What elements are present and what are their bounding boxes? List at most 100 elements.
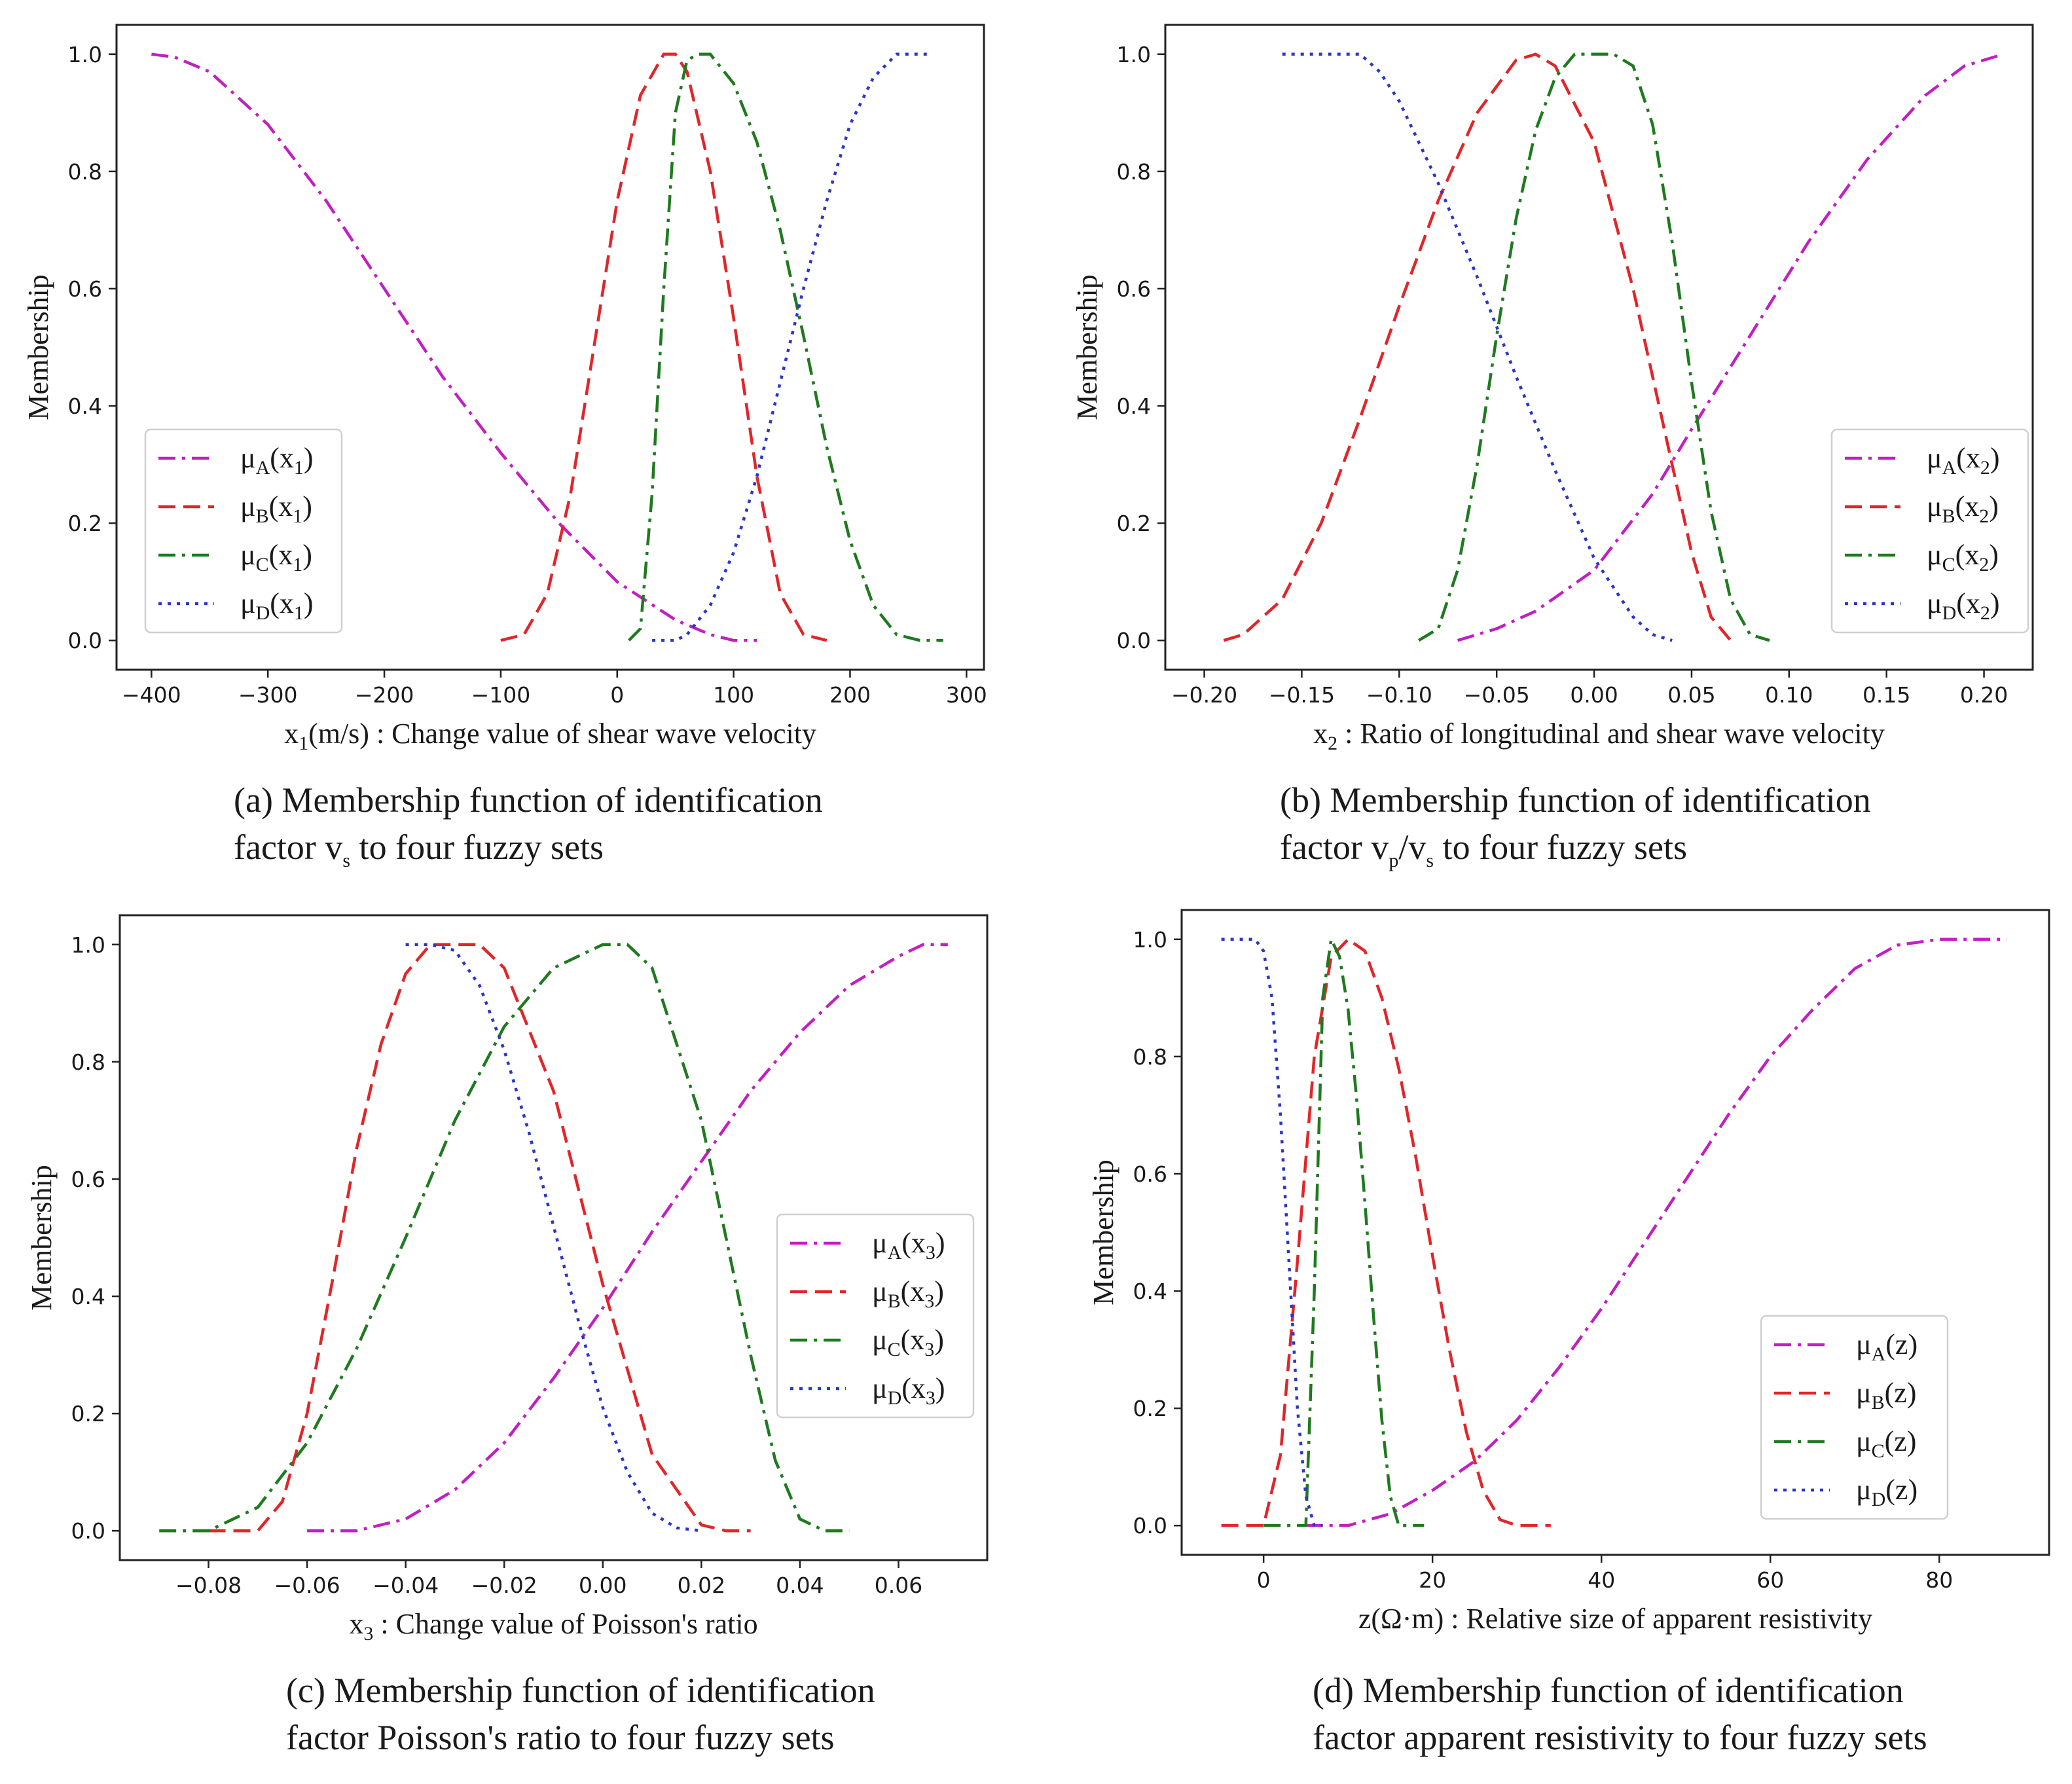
y-axis-label: Membership bbox=[1071, 274, 1103, 420]
legend: μA(x1) μB(x1) μC(x1) μD(x1) bbox=[144, 428, 343, 634]
y-tick-label: 0.0 bbox=[1117, 628, 1151, 653]
x-tick-label: 0 bbox=[1257, 1567, 1271, 1593]
legend-entry: μA(x2) bbox=[1927, 442, 2000, 479]
series-line-d bbox=[1221, 938, 1323, 1527]
y-axis-label: Membership bbox=[26, 1165, 58, 1310]
chart-panel-c: −0.08 −0.06 −0.04 −0.02 0.00 0.02 0.04 0.06 0.0 0… bbox=[26, 914, 989, 1757]
y-axis-label: Membership bbox=[1087, 1159, 1119, 1305]
x-tick-label: 0.20 bbox=[1960, 682, 2008, 708]
series-line-a bbox=[151, 52, 757, 642]
series-line-c bbox=[1263, 934, 1425, 1527]
legend-entry: μA(x3) bbox=[872, 1227, 945, 1264]
x-tick-label: −0.06 bbox=[274, 1573, 340, 1598]
x-tick-label: −0.04 bbox=[373, 1573, 439, 1598]
y-tick-label: 0.6 bbox=[71, 1167, 105, 1192]
legend-entry: μB(x2) bbox=[1927, 490, 1999, 527]
legend: μA(x3) μB(x3) μC(x3) μD(x3) bbox=[776, 1213, 975, 1419]
y-tick-label: 1.0 bbox=[1117, 42, 1151, 67]
caption-line-2: factor vs to four fuzzy sets bbox=[234, 828, 604, 871]
y-tick-label: 0.8 bbox=[68, 159, 102, 185]
x-axis-label: z(Ω·m) : Relative size of apparent resis… bbox=[1358, 1603, 1872, 1635]
series-line-b bbox=[208, 943, 751, 1533]
y-tick-label: 0.6 bbox=[1117, 276, 1151, 302]
series-line-c bbox=[628, 52, 943, 642]
x-tick-label: −0.15 bbox=[1269, 682, 1335, 708]
x-tick-label: 0.06 bbox=[875, 1573, 922, 1598]
legend-entry: μA(x1) bbox=[240, 442, 314, 479]
series-line-c bbox=[1417, 52, 1770, 642]
caption-line-2: factor vp/vs to four fuzzy sets bbox=[1280, 828, 1687, 871]
x-tick-label: −0.20 bbox=[1171, 682, 1237, 708]
x-tick-label: 0.00 bbox=[1570, 682, 1618, 708]
panel-caption: (d) Membership function of identificatio… bbox=[1313, 1671, 1927, 1757]
y-tick-label: 0.0 bbox=[1133, 1513, 1167, 1538]
x-tick-label: −0.05 bbox=[1464, 682, 1530, 708]
y-tick-label: 0.6 bbox=[68, 276, 102, 302]
panel-caption: (a) Membership function of identificatio… bbox=[234, 780, 823, 871]
caption-line-1: (b) Membership function of identificatio… bbox=[1280, 780, 1871, 820]
series-line-b bbox=[1223, 52, 1732, 642]
panel-caption: (c) Membership function of identificatio… bbox=[286, 1671, 875, 1757]
legend: μA(z) μB(z) μC(z) μD(z) bbox=[1760, 1315, 1949, 1520]
y-tick-label: 0.2 bbox=[68, 511, 102, 536]
y-tick-label: 0.2 bbox=[71, 1401, 105, 1427]
caption-line-1: (c) Membership function of identificatio… bbox=[286, 1671, 875, 1710]
x-tick-label: −0.02 bbox=[471, 1573, 537, 1598]
chart-panel-d: 0 20 40 60 80 0.0 0.2 0.4 0.6 0.8 1.0 Membership z(Ω… bbox=[1087, 909, 2050, 1757]
y-tick-label: 0.0 bbox=[71, 1518, 105, 1544]
y-tick-label: 1.0 bbox=[71, 932, 105, 958]
chart-panel-a: −400 −300 −200 −100 0 100 200 300 0.0 0.2 0.4 0.6 0.… bbox=[22, 24, 987, 871]
plot-frame bbox=[118, 914, 989, 1561]
series-line-b bbox=[1221, 937, 1551, 1527]
caption-line-2: factor Poisson's ratio to four fuzzy set… bbox=[286, 1718, 835, 1757]
legend-box bbox=[1760, 1315, 1949, 1520]
x-tick-label: −100 bbox=[471, 682, 531, 708]
x-axis-label: x1(m/s) : Change value of shear wave vel… bbox=[284, 718, 816, 754]
series-line-d bbox=[1282, 52, 1673, 642]
y-tick-label: 0.4 bbox=[1117, 393, 1151, 419]
legend-box bbox=[1830, 428, 2029, 634]
x-tick-label: −400 bbox=[122, 682, 181, 708]
x-tick-label: 20 bbox=[1419, 1567, 1446, 1593]
panel-caption: (b) Membership function of identificatio… bbox=[1280, 780, 1871, 871]
y-tick-label: 0.4 bbox=[68, 393, 102, 419]
y-tick-label: 0.8 bbox=[71, 1049, 105, 1075]
y-tick-label: 0.4 bbox=[1133, 1279, 1167, 1304]
x-axis-label: x3 : Change value of Poisson's ratio bbox=[349, 1608, 757, 1645]
x-tick-label: 0 bbox=[610, 682, 624, 708]
legend-entry: μC(x3) bbox=[872, 1324, 944, 1360]
y-tick-label: 0.6 bbox=[1133, 1161, 1167, 1187]
caption-line-1: (d) Membership function of identificatio… bbox=[1313, 1671, 1904, 1710]
legend-entry: μC(z) bbox=[1856, 1425, 1916, 1462]
y-axis-label: Membership bbox=[22, 274, 54, 420]
x-tick-label: 0.04 bbox=[776, 1573, 824, 1598]
series-line-a bbox=[1305, 938, 2007, 1527]
caption-line-2: factor apparent resistivity to four fuzz… bbox=[1313, 1718, 1927, 1757]
plot-frame bbox=[1164, 24, 2034, 671]
plot-frame bbox=[115, 24, 985, 671]
y-tick-label: 1.0 bbox=[68, 42, 102, 67]
y-tick-label: 0.8 bbox=[1133, 1044, 1167, 1070]
legend-entry: μC(x1) bbox=[240, 539, 312, 575]
series-line-c bbox=[159, 943, 850, 1533]
legend-entry: μB(z) bbox=[1856, 1377, 1916, 1413]
x-tick-label: 0.10 bbox=[1765, 682, 1813, 708]
x-tick-label: 100 bbox=[713, 682, 754, 708]
caption-line-1: (a) Membership function of identificatio… bbox=[234, 780, 823, 820]
y-tick-label: 0.2 bbox=[1133, 1396, 1167, 1421]
y-tick-label: 0.8 bbox=[1117, 159, 1151, 185]
chart-panel-b: −0.20 −0.15 −0.10 −0.05 0.00 0.05 0.10 0.15 0.20… bbox=[1071, 24, 2034, 871]
legend-entry: μB(x3) bbox=[872, 1275, 944, 1312]
legend-entry: μB(x1) bbox=[240, 490, 312, 527]
y-tick-label: 0.0 bbox=[68, 628, 102, 653]
y-tick-label: 0.4 bbox=[71, 1284, 105, 1309]
x-tick-label: −0.10 bbox=[1366, 682, 1432, 708]
y-tick-label: 0.2 bbox=[1117, 511, 1151, 536]
x-tick-label: 80 bbox=[1925, 1567, 1953, 1593]
x-tick-label: 0.05 bbox=[1667, 682, 1715, 708]
x-axis-label: x2 : Ratio of longitudinal and shear wav… bbox=[1313, 718, 1885, 754]
legend-entry: μD(z) bbox=[1856, 1474, 1918, 1510]
plot-frame bbox=[1180, 909, 2050, 1556]
x-tick-label: 0.02 bbox=[678, 1573, 725, 1598]
